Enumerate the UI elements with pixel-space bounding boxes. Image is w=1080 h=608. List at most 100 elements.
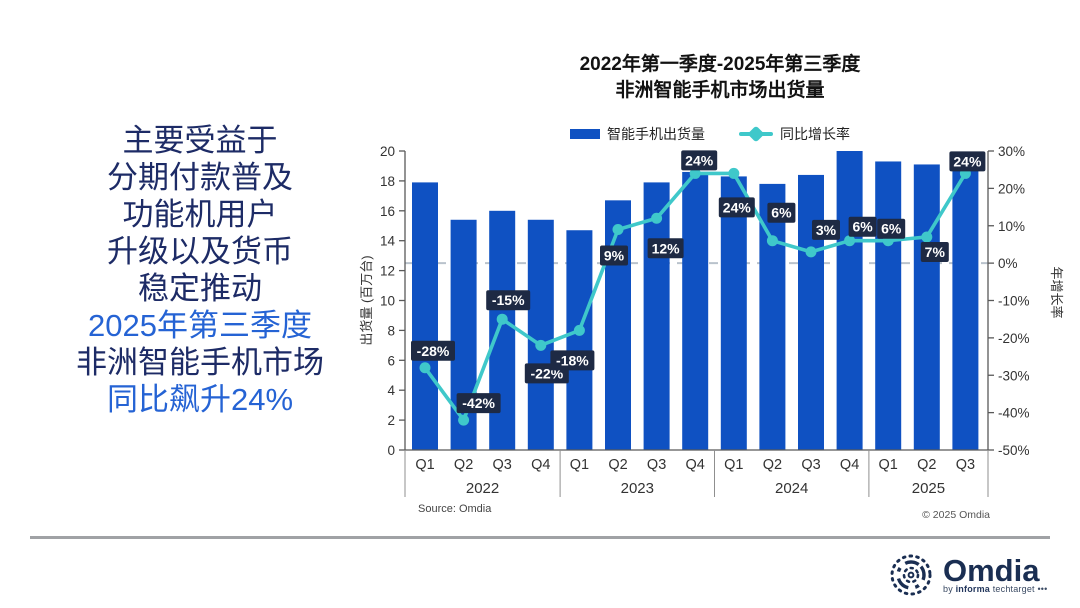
right-tick-label: -50% [998, 443, 1030, 458]
growth-label-box [411, 340, 455, 361]
growth-point [651, 212, 663, 224]
omdia-tagline: by informa techtarget ••• [943, 584, 1048, 594]
headline-line: 主要受益于 [122, 123, 278, 158]
growth-label: 24% [685, 152, 714, 168]
growth-point [844, 235, 856, 247]
legend-label: 同比增长率 [780, 126, 850, 142]
legend-item-growth: 同比增长率 [739, 124, 850, 144]
growth-point [458, 414, 470, 426]
growth-label-box [550, 350, 595, 371]
quarter-label: Q3 [801, 457, 820, 473]
growth-point [805, 246, 817, 258]
growth-label-box [949, 151, 986, 172]
source-note: Source: Omdia [418, 503, 492, 515]
year-label: 2024 [775, 480, 808, 497]
shipments-bar [952, 156, 979, 451]
quarter-label: Q4 [686, 457, 705, 473]
quarter-label: Q2 [917, 457, 936, 473]
line-marker-icon [739, 132, 773, 136]
quarter-label: Q3 [956, 457, 975, 473]
growth-point [573, 324, 585, 336]
growth-label-box [848, 216, 877, 237]
shipments-bar [527, 219, 554, 450]
legend-label: 智能手机出货量 [607, 126, 705, 142]
growth-label-box [486, 290, 531, 311]
left-tick-label: 6 [387, 353, 395, 368]
right-tick-label: 20% [998, 181, 1025, 196]
headline-line-highlight: 2025年第三季度 [88, 308, 312, 343]
chart-title: 2022年第一季度-2025年第三季度 非洲智能手机市场出货量 [520, 52, 920, 104]
growth-point [496, 313, 508, 325]
quarter-label: Q2 [763, 457, 782, 473]
left-tick-label: 16 [380, 204, 395, 219]
right-tick-label: -20% [998, 331, 1030, 346]
left-axis-title: 出货量 (百万台) [359, 255, 374, 345]
growth-label: 6% [881, 221, 902, 237]
growth-label-box [718, 197, 755, 218]
left-tick-label: 12 [380, 264, 395, 279]
growth-label: -18% [556, 352, 589, 368]
right-tick-label: -30% [998, 368, 1030, 383]
shipments-bar [489, 210, 516, 450]
shipments-bar [798, 174, 824, 451]
growth-point [612, 223, 624, 235]
quarter-label: Q3 [647, 457, 666, 473]
growth-point [766, 235, 778, 247]
growth-label-box [767, 202, 796, 223]
quarter-label: Q4 [840, 457, 859, 473]
omdia-logo-icon [890, 554, 932, 596]
headline-line: 稳定推动 [138, 271, 262, 306]
right-tick-label: -10% [998, 294, 1030, 309]
chart-title-line2: 非洲智能手机市场出货量 [615, 80, 825, 101]
quarter-label: Q2 [454, 457, 473, 473]
legend-item-shipments: 智能手机出货量 [570, 124, 705, 144]
left-tick-label: 2 [387, 413, 395, 428]
growth-label-box [681, 150, 718, 171]
right-tick-label: 0% [998, 256, 1018, 271]
left-tick-label: 4 [387, 383, 395, 398]
growth-label-box [456, 393, 501, 414]
growth-label-box [812, 219, 840, 240]
growth-label: 24% [953, 153, 982, 169]
growth-label: 3% [816, 222, 837, 238]
shipments-bar [913, 164, 940, 450]
quarter-label: Q1 [879, 457, 898, 473]
year-label: 2023 [621, 480, 654, 497]
headline-line: 功能机用户 [122, 197, 278, 232]
left-tick-label: 20 [380, 144, 395, 159]
quarter-label: Q1 [570, 457, 589, 473]
growth-label: -42% [462, 395, 495, 411]
omdia-wordmark: Omdia [943, 553, 1040, 588]
headline-line: 非洲智能手机市场 [76, 345, 324, 380]
quarter-label: Q1 [415, 457, 434, 473]
headline-line: 升级以及货币 [107, 234, 293, 269]
quarter-label: Q4 [531, 457, 550, 473]
shipments-bar [836, 151, 863, 450]
quarter-label: Q2 [608, 457, 627, 473]
growth-label-box [877, 218, 906, 239]
growth-label: 6% [852, 219, 873, 235]
growth-label: 12% [652, 240, 681, 256]
quarter-label: Q3 [493, 457, 512, 473]
growth-label: 7% [925, 244, 946, 260]
growth-label-box [920, 241, 949, 262]
left-tick-label: 0 [387, 443, 395, 458]
shipments-bar [720, 176, 747, 450]
growth-point [921, 231, 933, 243]
bar-swatch-icon [570, 129, 600, 139]
shipments-bar [875, 161, 902, 450]
growth-point [419, 362, 431, 374]
growth-label: -28% [417, 343, 450, 359]
chart-title-line1: 2022年第一季度-2025年第三季度 [579, 54, 861, 75]
shipments-bar [566, 230, 593, 450]
headline-block: 主要受益于 分期付款普及 功能机用户 升级以及货币 稳定推动 2025年第三季度… [30, 122, 370, 418]
headline-line: 分期付款普及 [107, 160, 293, 195]
shipments-bar [643, 182, 670, 450]
copyright-note: © 2025 Omdia [922, 509, 990, 521]
right-tick-label: 10% [998, 219, 1025, 234]
left-tick-label: 14 [380, 234, 396, 249]
growth-point [728, 167, 740, 179]
growth-point [689, 167, 701, 179]
left-tick-label: 8 [387, 323, 395, 338]
right-axis-title: 年增长率 [1049, 266, 1064, 318]
